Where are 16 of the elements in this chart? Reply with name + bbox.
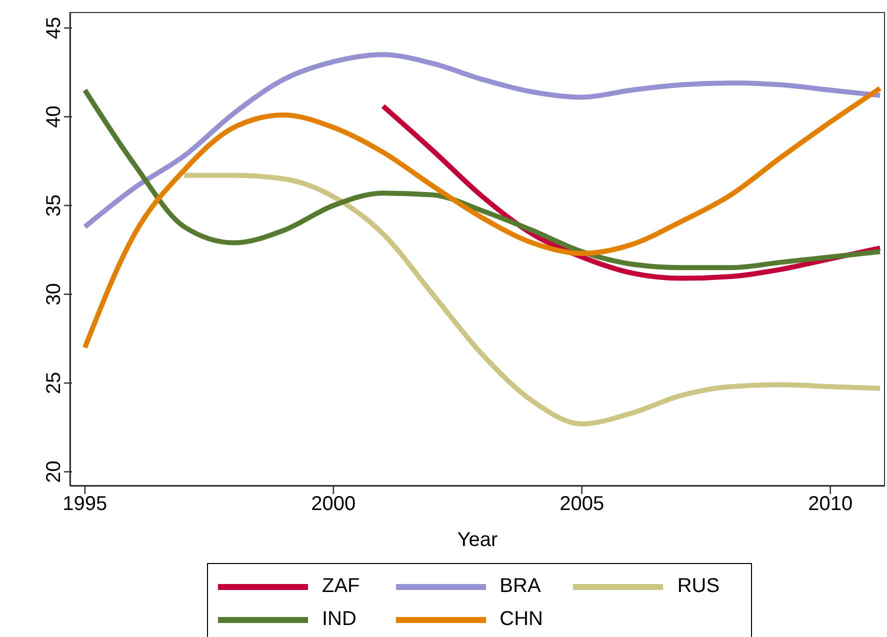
y-tick-label: 40 xyxy=(43,106,65,128)
legend-label: IND xyxy=(322,608,356,631)
x-tick-label: 2010 xyxy=(808,493,853,516)
y-tick-label: 30 xyxy=(43,283,65,306)
legend-label: ZAF xyxy=(322,575,360,598)
y-tick-label: 45 xyxy=(43,16,65,40)
legend-label: CHN xyxy=(500,608,543,631)
x-axis-title: Year xyxy=(457,529,498,551)
x-tick-label: 2005 xyxy=(560,493,604,516)
y-tick-label: 25 xyxy=(43,372,65,394)
legend-label: BRA xyxy=(500,575,541,598)
x-tick-label: 1995 xyxy=(62,493,108,516)
y-tick-label: 35 xyxy=(43,194,65,217)
y-tick-label: 20 xyxy=(43,460,65,483)
legend-label: RUS xyxy=(677,575,720,598)
x-tick-label: 2000 xyxy=(311,493,356,516)
